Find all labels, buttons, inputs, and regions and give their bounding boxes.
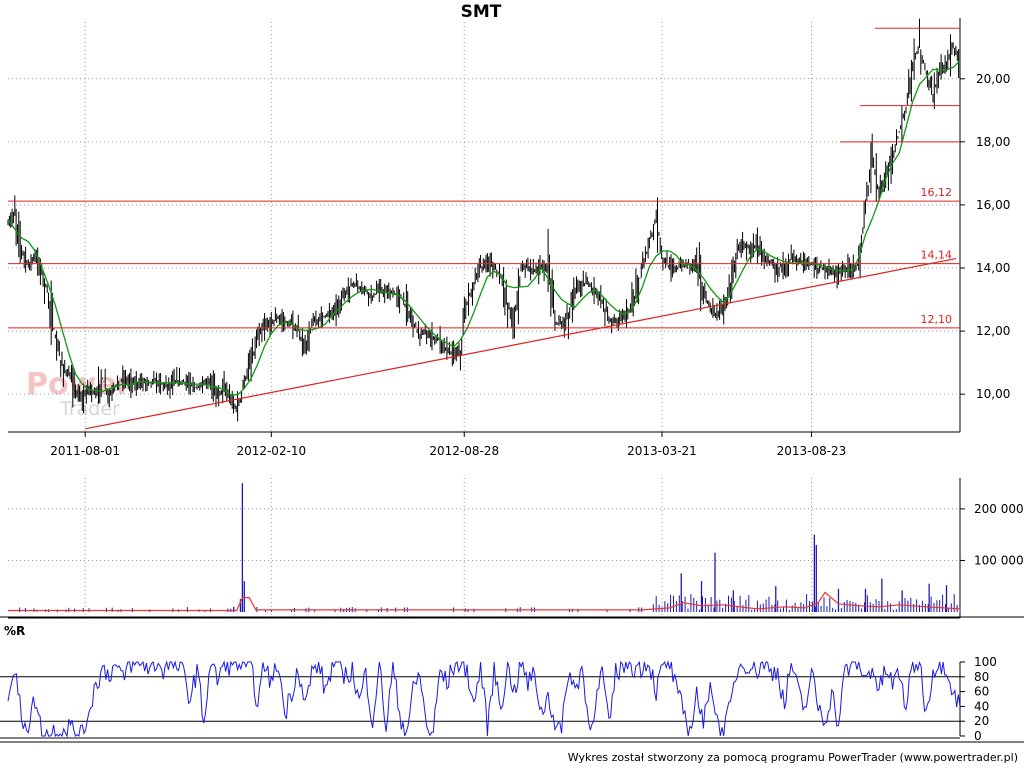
price-y-label-4: 18,00 <box>976 135 1010 149</box>
level-label-1: 14,14 <box>921 249 953 262</box>
watermark-bottom: Trader <box>60 398 120 420</box>
wr-y-label-3: 60 <box>974 685 989 699</box>
level-label-2: 16,12 <box>921 186 953 199</box>
footer-credit: Wykres został stworzony za pomocą progra… <box>567 751 1018 764</box>
support-trendline <box>85 257 957 430</box>
volume-average-line <box>8 591 961 612</box>
chart-title: SMT <box>460 2 502 22</box>
x-tick-label-1: 2012-02-10 <box>236 444 306 458</box>
price-y-label-2: 14,00 <box>976 261 1010 275</box>
watermark-top: Power <box>26 367 132 402</box>
price-y-label-3: 16,00 <box>976 198 1010 212</box>
wr-y-label-1: 20 <box>974 714 989 728</box>
powertrader-watermark: Power Trader <box>26 370 131 419</box>
williams-r-line <box>7 660 961 738</box>
x-tick-label-4: 2013-08-23 <box>777 444 847 458</box>
volume-y-label-1: 200 000 <box>974 502 1024 516</box>
price-y-label-1: 12,00 <box>976 324 1010 338</box>
x-tick-label-3: 2013-03-21 <box>627 444 697 458</box>
wr-y-label-2: 40 <box>974 699 989 713</box>
price-y-label-0: 10,00 <box>976 387 1010 401</box>
williams-r-label: %R <box>4 624 26 638</box>
wr-y-label-5: 100 <box>974 655 997 669</box>
x-tick-label-2: 2012-08-28 <box>429 444 499 458</box>
moving-average-line <box>7 60 961 396</box>
wr-y-label-0: 0 <box>974 729 982 743</box>
level-label-0: 12,10 <box>921 313 953 326</box>
volume-y-label-0: 100 000 <box>974 553 1024 567</box>
x-tick-label-0: 2011-08-01 <box>50 444 120 458</box>
price-y-label-5: 20,00 <box>976 72 1010 86</box>
wr-y-label-4: 80 <box>974 670 989 684</box>
